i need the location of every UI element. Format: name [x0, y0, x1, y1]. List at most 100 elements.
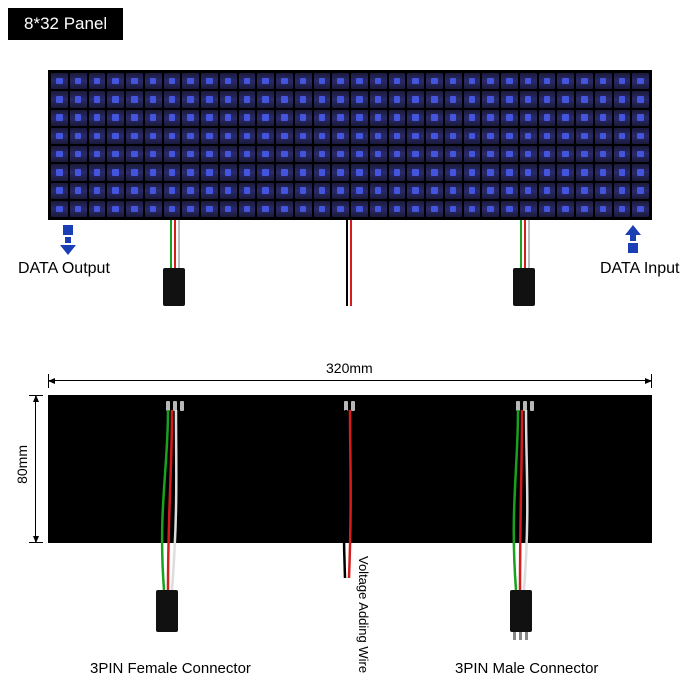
led-pixel: [501, 91, 518, 107]
led-pixel: [501, 73, 518, 89]
wire-green: [520, 220, 522, 270]
led-pixel: [332, 91, 349, 107]
power-wire-svg: [336, 410, 366, 580]
led-pixel: [182, 110, 199, 126]
width-dimension-label: 320mm: [326, 360, 373, 376]
led-pixel: [126, 183, 143, 199]
led-pixel: [295, 164, 312, 180]
led-pixel: [257, 128, 274, 144]
led-pixel: [276, 201, 293, 217]
led-pixel: [595, 128, 612, 144]
led-pixel: [239, 128, 256, 144]
led-pixel: [164, 164, 181, 180]
led-pixel: [464, 91, 481, 107]
led-pixel: [220, 128, 237, 144]
panel-title: 8*32 Panel: [8, 8, 123, 40]
led-pixel: [632, 91, 649, 107]
led-pixel: [539, 73, 556, 89]
led-pixel: [126, 91, 143, 107]
led-pixel: [257, 146, 274, 162]
led-pixel: [389, 91, 406, 107]
led-pixel: [295, 91, 312, 107]
led-pixel: [220, 164, 237, 180]
led-pixel: [164, 201, 181, 217]
led-pixel: [145, 164, 162, 180]
led-pixel: [501, 201, 518, 217]
led-pixel: [239, 91, 256, 107]
data-input-label: DATA Input: [600, 260, 679, 278]
led-pixel: [351, 91, 368, 107]
led-pixel: [407, 146, 424, 162]
led-pixel: [426, 73, 443, 89]
led-pixel: [539, 110, 556, 126]
led-pixel: [257, 110, 274, 126]
led-pixel: [201, 164, 218, 180]
led-pixel: [276, 110, 293, 126]
led-pixel: [257, 91, 274, 107]
led-pixel: [464, 164, 481, 180]
male-connector-top: [513, 268, 535, 306]
led-pixel: [632, 110, 649, 126]
led-pixel: [482, 110, 499, 126]
led-pixel: [220, 183, 237, 199]
led-pixel: [70, 73, 87, 89]
led-pixel: [182, 183, 199, 199]
led-pixel: [464, 183, 481, 199]
led-pixel: [182, 201, 199, 217]
led-pixel: [539, 128, 556, 144]
led-pixel: [389, 110, 406, 126]
led-pixel: [145, 91, 162, 107]
led-pixel: [351, 73, 368, 89]
led-pixel: [70, 128, 87, 144]
led-pixel: [445, 146, 462, 162]
led-pixel: [557, 201, 574, 217]
led-pixel: [70, 110, 87, 126]
led-pixel: [51, 164, 68, 180]
led-pixel: [89, 164, 106, 180]
led-pixel: [332, 183, 349, 199]
led-pixel: [164, 128, 181, 144]
led-pixel: [351, 183, 368, 199]
led-pixel: [576, 201, 593, 217]
led-pixel: [351, 201, 368, 217]
led-pixel: [520, 146, 537, 162]
led-pixel: [482, 164, 499, 180]
led-pixel: [201, 201, 218, 217]
led-pixel: [314, 128, 331, 144]
led-pixel: [145, 183, 162, 199]
output-wire-set: [170, 220, 180, 270]
led-pixel: [520, 73, 537, 89]
led-pixel: [239, 73, 256, 89]
led-pixel: [164, 73, 181, 89]
led-pixel: [407, 183, 424, 199]
led-pixel: [182, 146, 199, 162]
led-pixel: [632, 183, 649, 199]
led-pixel: [107, 146, 124, 162]
led-pixel: [295, 201, 312, 217]
led-pixel: [464, 201, 481, 217]
led-pixel: [295, 146, 312, 162]
led-pixel: [370, 146, 387, 162]
led-pixel: [501, 110, 518, 126]
wire-red: [174, 220, 176, 270]
led-pixel: [239, 201, 256, 217]
led-pixel: [351, 128, 368, 144]
led-pixel: [501, 164, 518, 180]
led-pixel: [595, 164, 612, 180]
led-pixel: [182, 73, 199, 89]
led-pixel: [332, 128, 349, 144]
led-pixel: [426, 146, 443, 162]
wire-red: [524, 220, 526, 270]
led-pixel: [539, 201, 556, 217]
led-pixel: [314, 110, 331, 126]
wire-black: [346, 220, 348, 306]
led-pixel: [107, 128, 124, 144]
led-pixel: [332, 201, 349, 217]
led-pixel: [445, 201, 462, 217]
data-output-label: DATA Output: [18, 260, 110, 278]
led-pixel: [595, 183, 612, 199]
led-pixel: [220, 73, 237, 89]
led-pixel: [70, 201, 87, 217]
led-pixel: [557, 73, 574, 89]
led-pixel: [182, 164, 199, 180]
